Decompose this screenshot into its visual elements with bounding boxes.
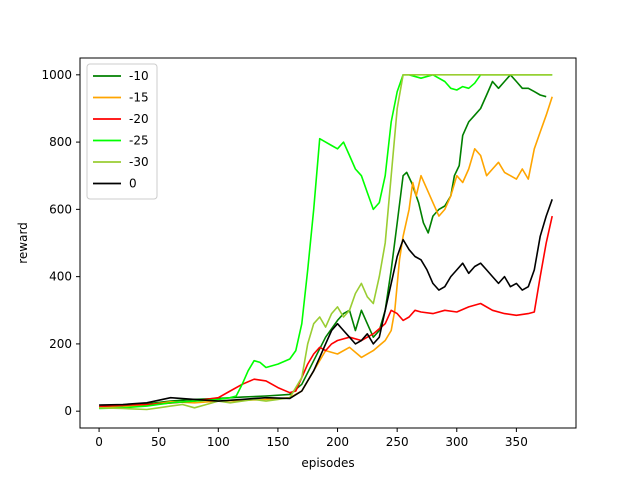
series-line--30 bbox=[99, 74, 553, 411]
series-line--25 bbox=[99, 74, 553, 410]
legend-label: -10 bbox=[129, 69, 149, 83]
y-tick-label: 0 bbox=[64, 404, 72, 418]
x-tick-label: 200 bbox=[326, 435, 349, 449]
x-tick-label: 250 bbox=[386, 435, 409, 449]
x-tick-label: 50 bbox=[151, 435, 166, 449]
x-axis-label: episodes bbox=[301, 456, 354, 470]
y-tick-label: 400 bbox=[49, 270, 72, 284]
x-tick-label: 0 bbox=[95, 435, 103, 449]
legend-label: 0 bbox=[129, 177, 137, 191]
legend-label: -20 bbox=[129, 112, 149, 126]
legend-box bbox=[86, 63, 158, 200]
legend-label: -25 bbox=[129, 134, 149, 148]
y-tick-label: 200 bbox=[49, 337, 72, 351]
y-tick-label: 600 bbox=[49, 202, 72, 216]
plot-area bbox=[80, 58, 576, 428]
x-tick-label: 100 bbox=[207, 435, 230, 449]
x-tick-label: 350 bbox=[505, 435, 528, 449]
series-line-0 bbox=[99, 199, 553, 406]
x-tick-label: 300 bbox=[445, 435, 468, 449]
legend: -10 -15 -20 -25 -30 0 bbox=[86, 63, 158, 200]
series-layer bbox=[99, 74, 553, 411]
plot-frame bbox=[79, 57, 577, 429]
y-axis-label: reward bbox=[16, 222, 30, 264]
x-tick-label: 150 bbox=[266, 435, 289, 449]
legend-label: -15 bbox=[129, 91, 149, 105]
y-tick-label: 800 bbox=[49, 135, 72, 149]
y-tick-label: 1000 bbox=[41, 68, 72, 82]
axis-layer: 0 50 100 150 200 250 300 350 0 200 400 600 800 1000 bbox=[41, 68, 527, 449]
legend-label: -30 bbox=[129, 155, 149, 169]
